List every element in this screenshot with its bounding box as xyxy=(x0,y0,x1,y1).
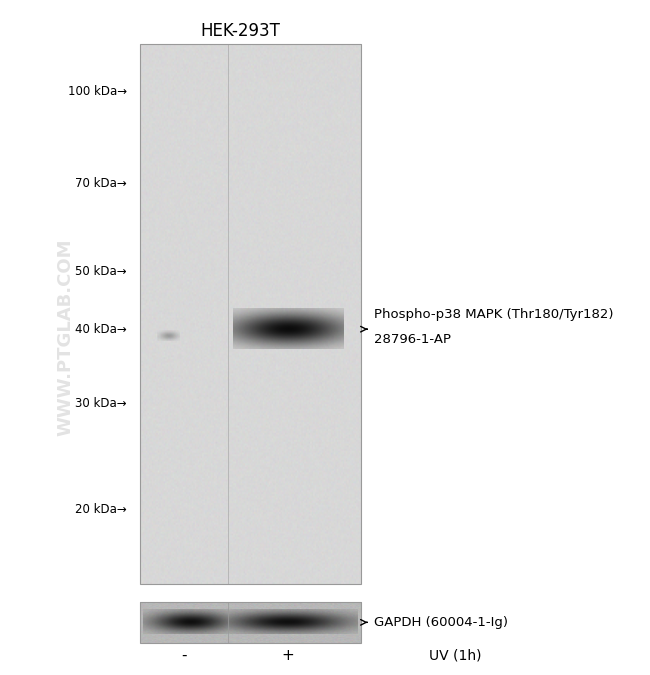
Text: 40 kDa→: 40 kDa→ xyxy=(75,323,127,335)
Text: 28796-1-AP: 28796-1-AP xyxy=(374,333,450,346)
Bar xyxy=(140,44,361,584)
Text: UV (1h): UV (1h) xyxy=(429,649,482,663)
Text: -: - xyxy=(181,648,187,663)
Text: 20 kDa→: 20 kDa→ xyxy=(75,503,127,516)
Text: HEK-293T: HEK-293T xyxy=(201,22,280,40)
Text: 100 kDa→: 100 kDa→ xyxy=(68,85,127,98)
Text: 30 kDa→: 30 kDa→ xyxy=(75,398,127,410)
Bar xyxy=(140,602,361,643)
Text: Phospho-p38 MAPK (Thr180/Tyr182): Phospho-p38 MAPK (Thr180/Tyr182) xyxy=(374,308,613,321)
Text: +: + xyxy=(281,648,294,663)
Text: 50 kDa→: 50 kDa→ xyxy=(75,265,127,277)
Text: GAPDH (60004-1-Ig): GAPDH (60004-1-Ig) xyxy=(374,616,508,629)
Text: WWW.PTGLAB.COM: WWW.PTGLAB.COM xyxy=(56,239,74,436)
Text: 70 kDa→: 70 kDa→ xyxy=(75,178,127,190)
